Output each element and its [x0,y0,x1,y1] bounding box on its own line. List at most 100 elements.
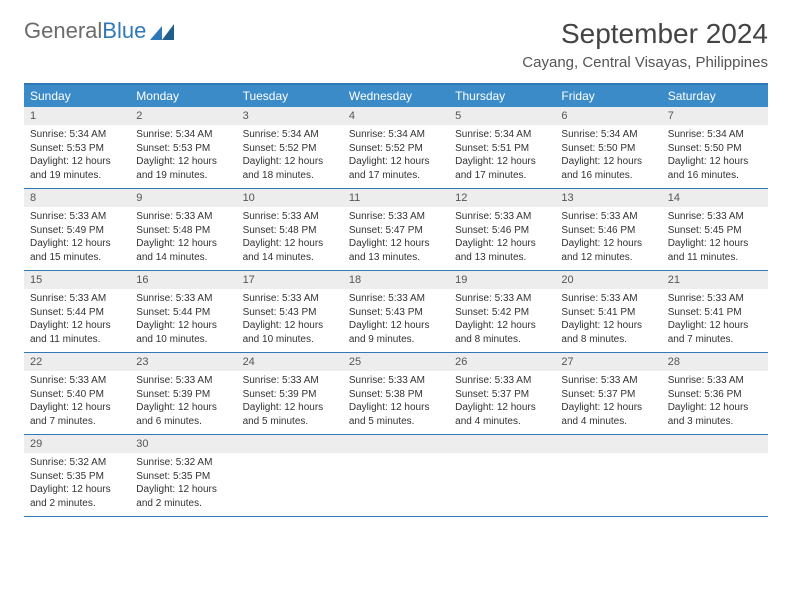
daylight-line: Daylight: 12 hours and 6 minutes. [136,401,230,428]
day-number: 25 [343,353,449,371]
month-title: September 2024 [522,18,768,50]
day-cell: 6Sunrise: 5:34 AMSunset: 5:50 PMDaylight… [555,107,661,188]
sunrise-line: Sunrise: 5:33 AM [668,210,762,224]
sunrise-line: Sunrise: 5:33 AM [243,292,337,306]
daylight-line: Daylight: 12 hours and 14 minutes. [136,237,230,264]
day-body: Sunrise: 5:33 AMSunset: 5:39 PMDaylight:… [130,371,236,434]
day-cell: 26Sunrise: 5:33 AMSunset: 5:37 PMDayligh… [449,353,555,434]
weekday-header: Friday [555,85,661,107]
day-body-empty [555,453,661,511]
day-body: Sunrise: 5:33 AMSunset: 5:42 PMDaylight:… [449,289,555,352]
day-number: 28 [662,353,768,371]
title-block: September 2024 Cayang, Central Visayas, … [522,18,768,71]
day-cell [449,435,555,516]
day-cell: 19Sunrise: 5:33 AMSunset: 5:42 PMDayligh… [449,271,555,352]
sunset-line: Sunset: 5:35 PM [30,470,124,484]
sunrise-line: Sunrise: 5:33 AM [561,374,655,388]
day-cell: 12Sunrise: 5:33 AMSunset: 5:46 PMDayligh… [449,189,555,270]
sunset-line: Sunset: 5:50 PM [668,142,762,156]
weekday-header: Tuesday [237,85,343,107]
daylight-line: Daylight: 12 hours and 10 minutes. [243,319,337,346]
logo-text-2: Blue [102,18,146,44]
day-cell: 25Sunrise: 5:33 AMSunset: 5:38 PMDayligh… [343,353,449,434]
week-row: 22Sunrise: 5:33 AMSunset: 5:40 PMDayligh… [24,353,768,435]
day-cell: 7Sunrise: 5:34 AMSunset: 5:50 PMDaylight… [662,107,768,188]
daylight-line: Daylight: 12 hours and 7 minutes. [668,319,762,346]
day-body-empty [449,453,555,511]
daylight-line: Daylight: 12 hours and 19 minutes. [136,155,230,182]
sunset-line: Sunset: 5:45 PM [668,224,762,238]
sunset-line: Sunset: 5:47 PM [349,224,443,238]
sunrise-line: Sunrise: 5:33 AM [136,374,230,388]
day-cell [237,435,343,516]
daylight-line: Daylight: 12 hours and 3 minutes. [668,401,762,428]
sunset-line: Sunset: 5:37 PM [561,388,655,402]
day-number: 20 [555,271,661,289]
week-row: 8Sunrise: 5:33 AMSunset: 5:49 PMDaylight… [24,189,768,271]
day-number: 23 [130,353,236,371]
day-number: 26 [449,353,555,371]
sunset-line: Sunset: 5:40 PM [30,388,124,402]
day-body: Sunrise: 5:33 AMSunset: 5:46 PMDaylight:… [449,207,555,270]
day-body: Sunrise: 5:33 AMSunset: 5:44 PMDaylight:… [130,289,236,352]
daylight-line: Daylight: 12 hours and 4 minutes. [561,401,655,428]
day-cell: 15Sunrise: 5:33 AMSunset: 5:44 PMDayligh… [24,271,130,352]
sunrise-line: Sunrise: 5:33 AM [243,210,337,224]
sunset-line: Sunset: 5:42 PM [455,306,549,320]
day-number: 18 [343,271,449,289]
day-cell: 20Sunrise: 5:33 AMSunset: 5:41 PMDayligh… [555,271,661,352]
sunset-line: Sunset: 5:44 PM [136,306,230,320]
daylight-line: Daylight: 12 hours and 11 minutes. [30,319,124,346]
sunrise-line: Sunrise: 5:34 AM [668,128,762,142]
day-number: 27 [555,353,661,371]
day-number-empty [662,435,768,453]
day-body: Sunrise: 5:34 AMSunset: 5:50 PMDaylight:… [555,125,661,188]
daylight-line: Daylight: 12 hours and 2 minutes. [136,483,230,510]
day-number: 8 [24,189,130,207]
day-body: Sunrise: 5:33 AMSunset: 5:40 PMDaylight:… [24,371,130,434]
day-number: 17 [237,271,343,289]
day-number-empty [343,435,449,453]
sunrise-line: Sunrise: 5:33 AM [455,292,549,306]
week-row: 1Sunrise: 5:34 AMSunset: 5:53 PMDaylight… [24,107,768,189]
day-cell: 17Sunrise: 5:33 AMSunset: 5:43 PMDayligh… [237,271,343,352]
day-cell: 23Sunrise: 5:33 AMSunset: 5:39 PMDayligh… [130,353,236,434]
day-number: 9 [130,189,236,207]
day-number: 13 [555,189,661,207]
sunset-line: Sunset: 5:53 PM [136,142,230,156]
day-number: 2 [130,107,236,125]
sunrise-line: Sunrise: 5:33 AM [561,292,655,306]
day-number: 10 [237,189,343,207]
day-number: 19 [449,271,555,289]
day-number: 16 [130,271,236,289]
day-body: Sunrise: 5:33 AMSunset: 5:49 PMDaylight:… [24,207,130,270]
weekday-header: Sunday [24,85,130,107]
weekday-header: Wednesday [343,85,449,107]
sunrise-line: Sunrise: 5:33 AM [136,210,230,224]
sunset-line: Sunset: 5:38 PM [349,388,443,402]
daylight-line: Daylight: 12 hours and 17 minutes. [349,155,443,182]
day-body: Sunrise: 5:33 AMSunset: 5:48 PMDaylight:… [237,207,343,270]
day-cell: 29Sunrise: 5:32 AMSunset: 5:35 PMDayligh… [24,435,130,516]
day-number-empty [555,435,661,453]
day-number: 29 [24,435,130,453]
daylight-line: Daylight: 12 hours and 7 minutes. [30,401,124,428]
day-cell: 10Sunrise: 5:33 AMSunset: 5:48 PMDayligh… [237,189,343,270]
day-cell: 24Sunrise: 5:33 AMSunset: 5:39 PMDayligh… [237,353,343,434]
daylight-line: Daylight: 12 hours and 11 minutes. [668,237,762,264]
day-body-empty [343,453,449,511]
day-body: Sunrise: 5:33 AMSunset: 5:46 PMDaylight:… [555,207,661,270]
day-cell: 28Sunrise: 5:33 AMSunset: 5:36 PMDayligh… [662,353,768,434]
daylight-line: Daylight: 12 hours and 4 minutes. [455,401,549,428]
day-cell: 21Sunrise: 5:33 AMSunset: 5:41 PMDayligh… [662,271,768,352]
day-body: Sunrise: 5:33 AMSunset: 5:45 PMDaylight:… [662,207,768,270]
day-number: 24 [237,353,343,371]
daylight-line: Daylight: 12 hours and 15 minutes. [30,237,124,264]
sunrise-line: Sunrise: 5:32 AM [136,456,230,470]
day-cell [555,435,661,516]
day-body: Sunrise: 5:33 AMSunset: 5:39 PMDaylight:… [237,371,343,434]
sunrise-line: Sunrise: 5:33 AM [349,374,443,388]
day-number: 21 [662,271,768,289]
day-cell: 1Sunrise: 5:34 AMSunset: 5:53 PMDaylight… [24,107,130,188]
sunrise-line: Sunrise: 5:33 AM [30,374,124,388]
